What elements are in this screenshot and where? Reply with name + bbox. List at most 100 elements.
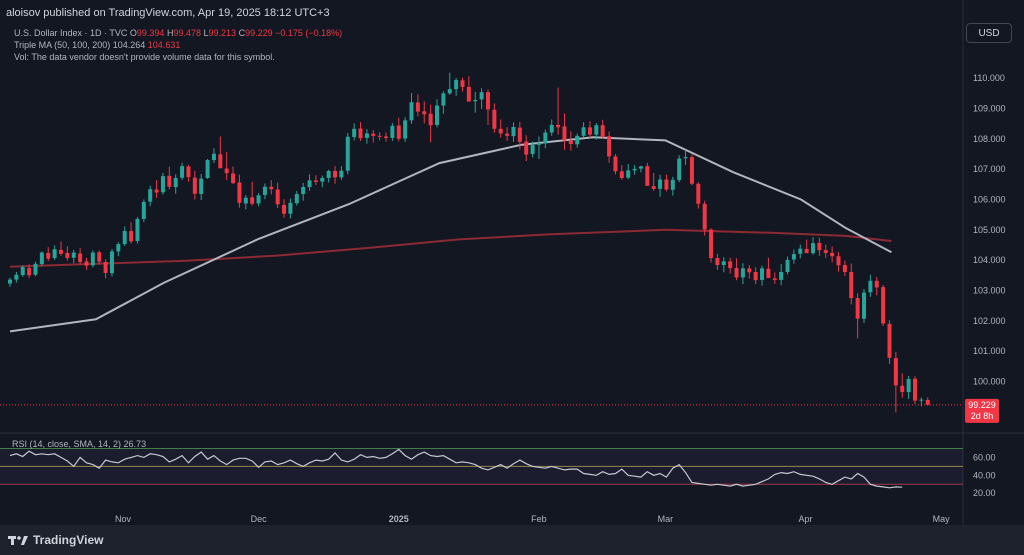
x-tick-label: Apr (799, 514, 813, 524)
candle-body (78, 253, 83, 262)
candle-body (664, 179, 669, 190)
high-label: H (166, 28, 174, 38)
candle-body (836, 256, 841, 266)
candle-body (549, 124, 554, 133)
candle-body (384, 136, 389, 138)
candle-body (849, 271, 854, 299)
candle-body (46, 252, 51, 259)
candle-body (575, 135, 580, 145)
candle-body (33, 263, 38, 275)
candle-body (116, 244, 121, 252)
candle-body (811, 243, 816, 254)
candle-body (441, 93, 446, 106)
chart-canvas[interactable]: 110.000 109.000 108.000 107.000 106.000 105.0… (0, 0, 1024, 525)
candle-body (27, 268, 32, 276)
candle-body (333, 171, 338, 178)
candle-body (887, 323, 892, 358)
candle-body (160, 176, 165, 193)
candle-body (689, 157, 694, 184)
candle-body (645, 166, 650, 186)
candle-body (58, 249, 63, 254)
candle-body (422, 111, 427, 115)
candle-body (65, 252, 70, 259)
candle-body (925, 399, 930, 405)
candle-body (785, 259, 790, 272)
x-tick-label: Dec (251, 514, 268, 524)
candle-body (454, 80, 459, 90)
candle-body (594, 125, 599, 135)
candle-body (536, 143, 541, 145)
y-tick-label: 105.000 (973, 225, 1006, 235)
candle-body (919, 399, 924, 401)
candle-body (607, 136, 612, 157)
rsi-value: 26.73 (124, 439, 147, 449)
symbol-legend[interactable]: U.S. Dollar Index · 1D · TVC O99.394 H99… (14, 27, 342, 39)
x-tick-label: Nov (115, 514, 132, 524)
candle-body (466, 86, 471, 102)
candle-body (173, 177, 178, 188)
candle-body (90, 252, 95, 266)
candle-body (543, 132, 548, 144)
y-tick-label: 103.000 (973, 285, 1006, 295)
ma-legend[interactable]: Triple MA (50, 100, 200) 104.264 104.631 (14, 39, 342, 51)
candle-body (154, 189, 159, 193)
candle-body (135, 218, 140, 242)
publish-info: aloisov published on TradingView.com, Ap… (6, 7, 330, 19)
candle-body (874, 280, 879, 288)
candle-body (435, 105, 440, 125)
candle-body (262, 186, 267, 195)
currency-button[interactable]: USD (966, 23, 1012, 43)
open-label: O (129, 28, 137, 38)
candle-body (71, 252, 76, 258)
candle-body (862, 292, 867, 319)
candle-body (364, 133, 369, 138)
low-value: 99.213 (208, 28, 237, 38)
high-value: 99.478 (173, 28, 201, 38)
candle-body (269, 186, 274, 190)
tradingview-logo[interactable]: TradingView (8, 533, 103, 547)
candle-body (358, 128, 363, 139)
y-tick-label: 100.000 (973, 376, 1006, 386)
candle-body (256, 195, 261, 204)
volume-legend[interactable]: Vol: The data vendor doesn't provide vol… (14, 52, 275, 62)
open-value: 99.394 (136, 28, 165, 38)
candle-body (823, 250, 828, 253)
candle-body (868, 280, 873, 293)
candle-body (753, 271, 758, 281)
ma-value-2: 104.631 (147, 40, 181, 50)
candle-body (211, 153, 216, 161)
ma50-line (9, 136, 892, 333)
candle-body (766, 268, 771, 279)
y-tick-label: 108.000 (973, 134, 1006, 144)
x-tick-label: 2025 (389, 514, 409, 524)
candle-body (409, 102, 414, 121)
candle-body (893, 358, 898, 386)
candle-body (192, 177, 197, 194)
candle-body (715, 258, 720, 266)
candle-body (180, 166, 185, 178)
candle-body (485, 92, 490, 110)
candle-body (428, 113, 433, 126)
candle-body (52, 249, 57, 259)
candle-body (658, 179, 663, 189)
candle-body (294, 194, 299, 204)
candle-body (524, 141, 529, 155)
candle-body (129, 231, 134, 242)
candle-body (84, 261, 89, 266)
candle-body (326, 171, 331, 178)
y-tick-label: 107.000 (973, 164, 1006, 174)
candle-body (638, 166, 643, 169)
candle-body (556, 124, 561, 128)
candle-body (199, 178, 204, 195)
candle-body (396, 125, 401, 139)
footer-bar: TradingView (0, 525, 1024, 555)
chart-legend: U.S. Dollar Index · 1D · TVC O99.394 H99… (14, 27, 342, 63)
candle-body (562, 126, 567, 141)
candle-body (14, 274, 19, 280)
candle-body (779, 271, 784, 280)
candle-body (205, 160, 210, 178)
candle-body (313, 180, 318, 182)
y-tick-label: 102.000 (973, 316, 1006, 326)
candle-body (721, 261, 726, 266)
candle-body (352, 128, 357, 138)
